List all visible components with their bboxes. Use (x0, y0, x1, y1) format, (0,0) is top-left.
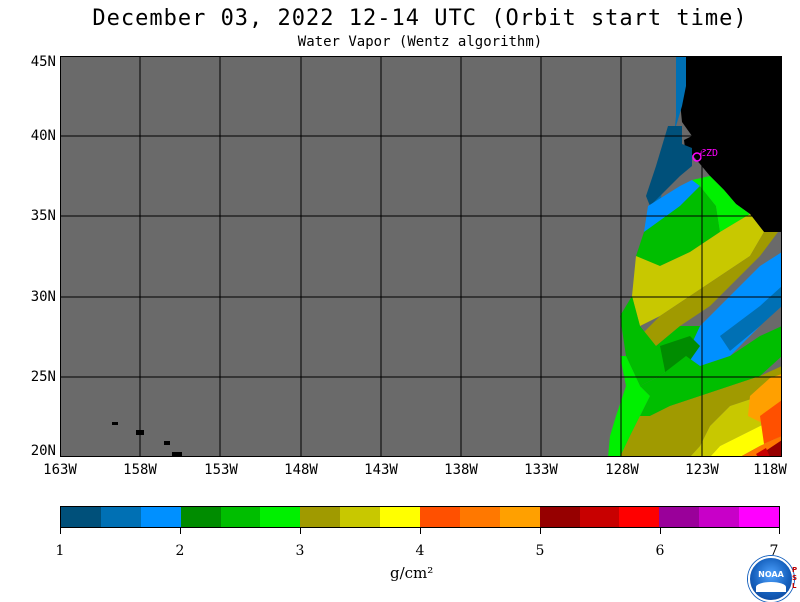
lon-label-148w: 148W (284, 462, 318, 478)
colorbar-segment (61, 507, 101, 527)
map-border (60, 56, 782, 457)
colorbar-label-5: 5 (535, 543, 545, 559)
colorbar-label-4: 4 (415, 543, 425, 559)
land-north-america (680, 56, 782, 232)
colorbar-segment (739, 507, 780, 527)
lon-label-133w: 133W (524, 462, 558, 478)
colorbar-segment (459, 507, 500, 527)
colorbar-tick (60, 528, 61, 534)
colorbar-segment (300, 507, 341, 527)
psl-mark: P S L (792, 566, 800, 590)
lon-label-143w: 143W (364, 462, 398, 478)
lat-label-30n: 30N (30, 289, 56, 305)
noaa-logo-wave (756, 582, 786, 592)
page-title: December 03, 2022 12-14 UTC (Orbit start… (92, 6, 748, 31)
colorbar-tick (420, 528, 421, 534)
colorbar-label-7: 7 (769, 543, 779, 559)
colorbar (60, 506, 780, 528)
colorbar-segment (539, 507, 580, 527)
page-subtitle: Water Vapor (Wentz algorithm) (297, 34, 543, 50)
colorbar-label-1: 1 (55, 543, 65, 559)
colorbar-segment (619, 507, 660, 527)
colorbar-label-6: 6 (655, 543, 665, 559)
noaa-logo: NOAA (748, 556, 794, 602)
colorbar-segment (499, 507, 540, 527)
lat-label-35n: 35N (30, 208, 56, 224)
colorbar-segment (260, 507, 301, 527)
colorbar-segment (100, 507, 141, 527)
noaa-logo-text: NOAA (758, 570, 784, 579)
lon-label-153w: 153W (204, 462, 238, 478)
colorbar-label-3: 3 (295, 543, 305, 559)
lon-label-163w: 163W (43, 462, 77, 478)
colorbar-segment (340, 507, 381, 527)
psl-letter: L (792, 582, 797, 590)
water-vapor-swath (608, 56, 782, 457)
psl-letter: S (792, 574, 798, 582)
colorbar-segment (659, 507, 700, 527)
psl-letter: P (792, 566, 798, 574)
station-label: CZD (700, 148, 718, 159)
map-grid (60, 56, 782, 457)
colorbar-segment (420, 507, 460, 527)
lat-label-40n: 40N (30, 128, 56, 144)
lon-label-158w: 158W (123, 462, 157, 478)
lat-label-45n: 45N (30, 54, 56, 70)
colorbar-tick (660, 528, 661, 534)
lon-label-128w: 128W (605, 462, 639, 478)
colorbar-segment (220, 507, 261, 527)
colorbar-tick (540, 528, 541, 534)
station-marker-czd: CZD (692, 148, 718, 162)
water-vapor-map: CZD (60, 56, 782, 457)
colorbar-segment (579, 507, 620, 527)
lon-label-138w: 138W (444, 462, 478, 478)
colorbar-segment (180, 507, 221, 527)
colorbar-tick (300, 528, 301, 534)
colorbar-label-2: 2 (175, 543, 185, 559)
lon-label-118w: 118W (753, 462, 787, 478)
colorbar-segment (140, 507, 181, 527)
lat-label-20n: 20N (30, 443, 56, 459)
colorbar-segment (699, 507, 740, 527)
colorbar-tick (779, 528, 780, 534)
colorbar-tick (180, 528, 181, 534)
lon-label-123w: 123W (685, 462, 719, 478)
lat-label-25n: 25N (30, 369, 56, 385)
colorbar-unit: g/cm² (390, 564, 434, 582)
colorbar-segment (380, 507, 421, 527)
